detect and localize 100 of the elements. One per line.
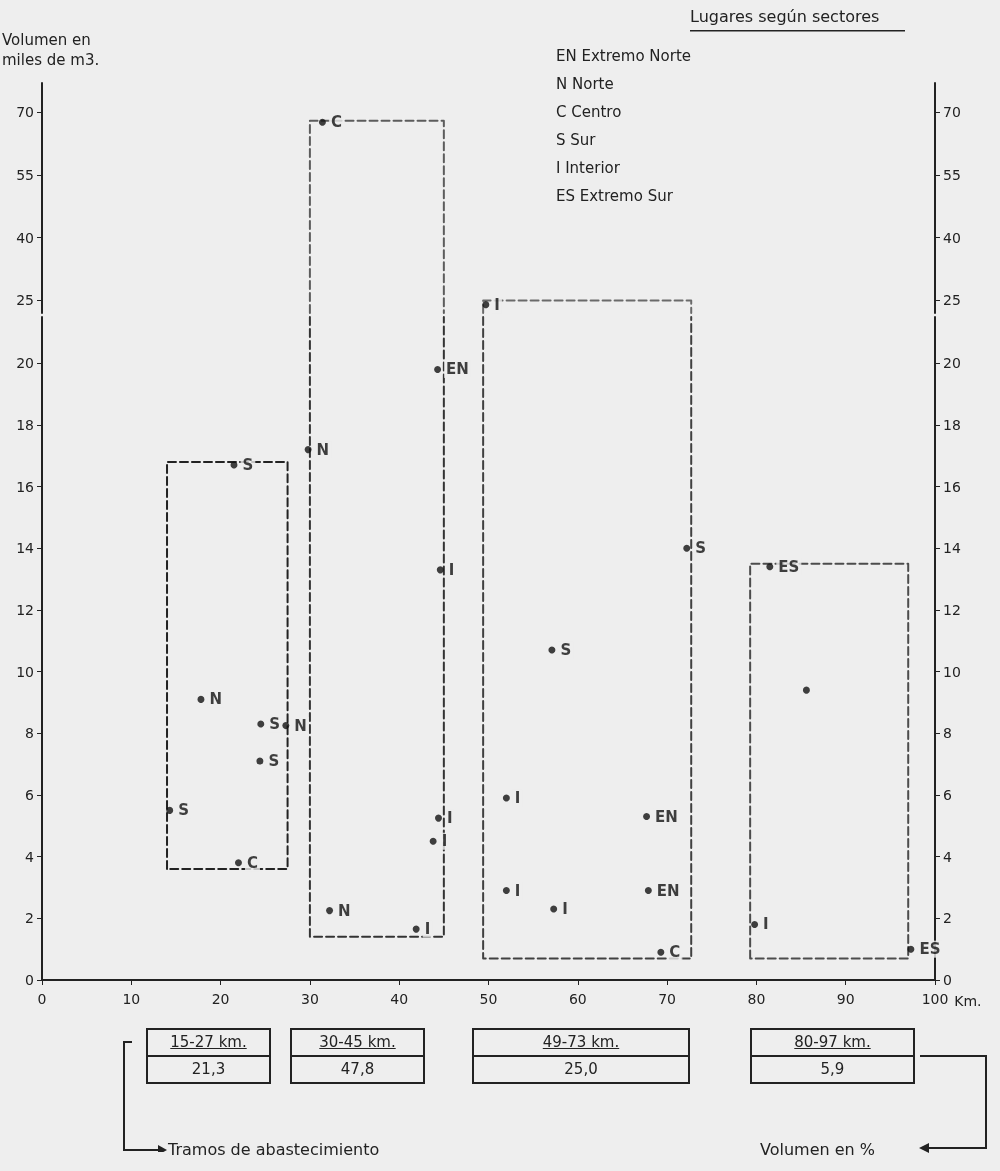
point — [435, 814, 442, 822]
data-label: S — [269, 715, 281, 734]
data-label: N — [209, 690, 223, 709]
text: Tramos de abastecimiento — [168, 1140, 380, 1159]
x-tick-label: 30 — [300, 991, 319, 1007]
point — [751, 920, 759, 928]
data-label: I — [446, 809, 453, 828]
y2-tick-label: 14 — [943, 540, 961, 557]
point — [304, 446, 312, 454]
x-tick-label: 0 — [37, 991, 47, 1007]
data-label: EN — [655, 807, 678, 826]
y2-tick-label: 12 — [943, 601, 961, 618]
x-tick-label: 60 — [568, 991, 587, 1007]
annotation: ES Extremo Sur — [556, 186, 674, 205]
point — [550, 905, 558, 913]
point — [412, 925, 420, 933]
x-tick-label: 70 — [658, 991, 677, 1007]
point — [256, 757, 264, 765]
annotation: S Sur — [556, 130, 597, 149]
y2-tick-label: 55 — [943, 167, 961, 183]
x-axis-title: Km. — [954, 993, 982, 1009]
text: 80-97 km. — [750, 1028, 915, 1057]
x-tick-label: 50 — [479, 991, 498, 1007]
point — [502, 794, 510, 802]
point — [257, 720, 265, 728]
y2-tick-label: 4 — [943, 848, 952, 865]
point — [197, 695, 205, 703]
text: 49-73 km. — [472, 1028, 690, 1057]
data-label: C — [669, 943, 681, 962]
data-label: N — [338, 901, 351, 920]
y2-tick-label: 20 — [943, 355, 961, 372]
point — [766, 563, 774, 571]
text: Volumen en % — [760, 1140, 876, 1159]
y-tick-label: 6 — [25, 786, 35, 803]
text: EN Extremo Norte — [556, 46, 691, 65]
y-tick-label: 0 — [25, 972, 34, 988]
x-tick-label: 80 — [747, 991, 766, 1007]
annotation: N Norte — [556, 74, 614, 93]
point — [166, 806, 174, 814]
data-label: EN — [656, 881, 680, 900]
point — [644, 887, 652, 895]
data-label: I — [514, 881, 521, 900]
point — [657, 948, 665, 956]
point — [802, 686, 810, 694]
y-tick-label: 40 — [16, 229, 34, 246]
data-label: S — [178, 801, 190, 820]
x-tick-label: 100 — [921, 991, 949, 1007]
point — [429, 837, 437, 845]
y2-tick-label: 40 — [943, 229, 961, 246]
y-tick-label: 8 — [25, 725, 34, 742]
annotation: C Centro — [556, 102, 622, 121]
y-tick-label: 70 — [16, 104, 34, 121]
annotation: I Interior — [556, 158, 621, 177]
text: 30-45 km. — [290, 1028, 425, 1057]
data-label: I — [763, 915, 769, 934]
y-tick-label: 25 — [16, 292, 34, 309]
y2-tick-label: 10 — [943, 663, 961, 680]
point — [234, 859, 242, 867]
text: 15-27 km. — [146, 1028, 271, 1057]
data-label: S — [560, 641, 572, 660]
text: 47,8 — [290, 1055, 425, 1084]
data-label: N — [294, 716, 307, 735]
point — [326, 907, 334, 915]
y-tick-label: 55 — [16, 167, 34, 183]
data-label: I — [424, 920, 431, 939]
y-tick-label: 4 — [25, 848, 35, 865]
data-label: N — [316, 440, 330, 459]
data-label: S — [268, 752, 280, 771]
data-label: I — [448, 560, 455, 579]
y2-tick-label: 8 — [943, 725, 952, 742]
y2-tick-label: 70 — [943, 104, 961, 121]
x-tick-label: 20 — [211, 991, 230, 1007]
point — [502, 887, 510, 895]
point — [282, 722, 290, 730]
y-tick-label: 12 — [16, 601, 34, 618]
y2-tick-label: 18 — [943, 416, 961, 433]
data-label: C — [246, 853, 258, 872]
y-tick-label: 2 — [25, 910, 34, 927]
x-tick-label: 90 — [836, 991, 855, 1007]
text: 25,0 — [472, 1055, 690, 1084]
point — [643, 813, 651, 821]
data-label: S — [242, 456, 254, 475]
data-label: I — [494, 295, 500, 314]
data-label: S — [695, 539, 707, 558]
point — [907, 945, 915, 953]
point — [436, 566, 444, 574]
y-axis-title: Volumen en miles de m3. — [2, 31, 100, 69]
data-label: I — [562, 900, 568, 919]
y-tick-label: 14 — [16, 540, 35, 557]
text: 5,9 — [750, 1055, 915, 1084]
data-label: C — [330, 113, 342, 132]
text: Lugares según sectores — [690, 6, 880, 26]
point — [683, 544, 691, 552]
data-label: ES — [919, 940, 941, 959]
y2-tick-label: 25 — [943, 292, 961, 309]
point — [434, 365, 442, 373]
y2-tick-label: 6 — [943, 786, 952, 803]
y2-tick-label: 2 — [943, 910, 952, 927]
data-label: I — [514, 789, 521, 808]
x-tick-label: 40 — [390, 991, 409, 1007]
